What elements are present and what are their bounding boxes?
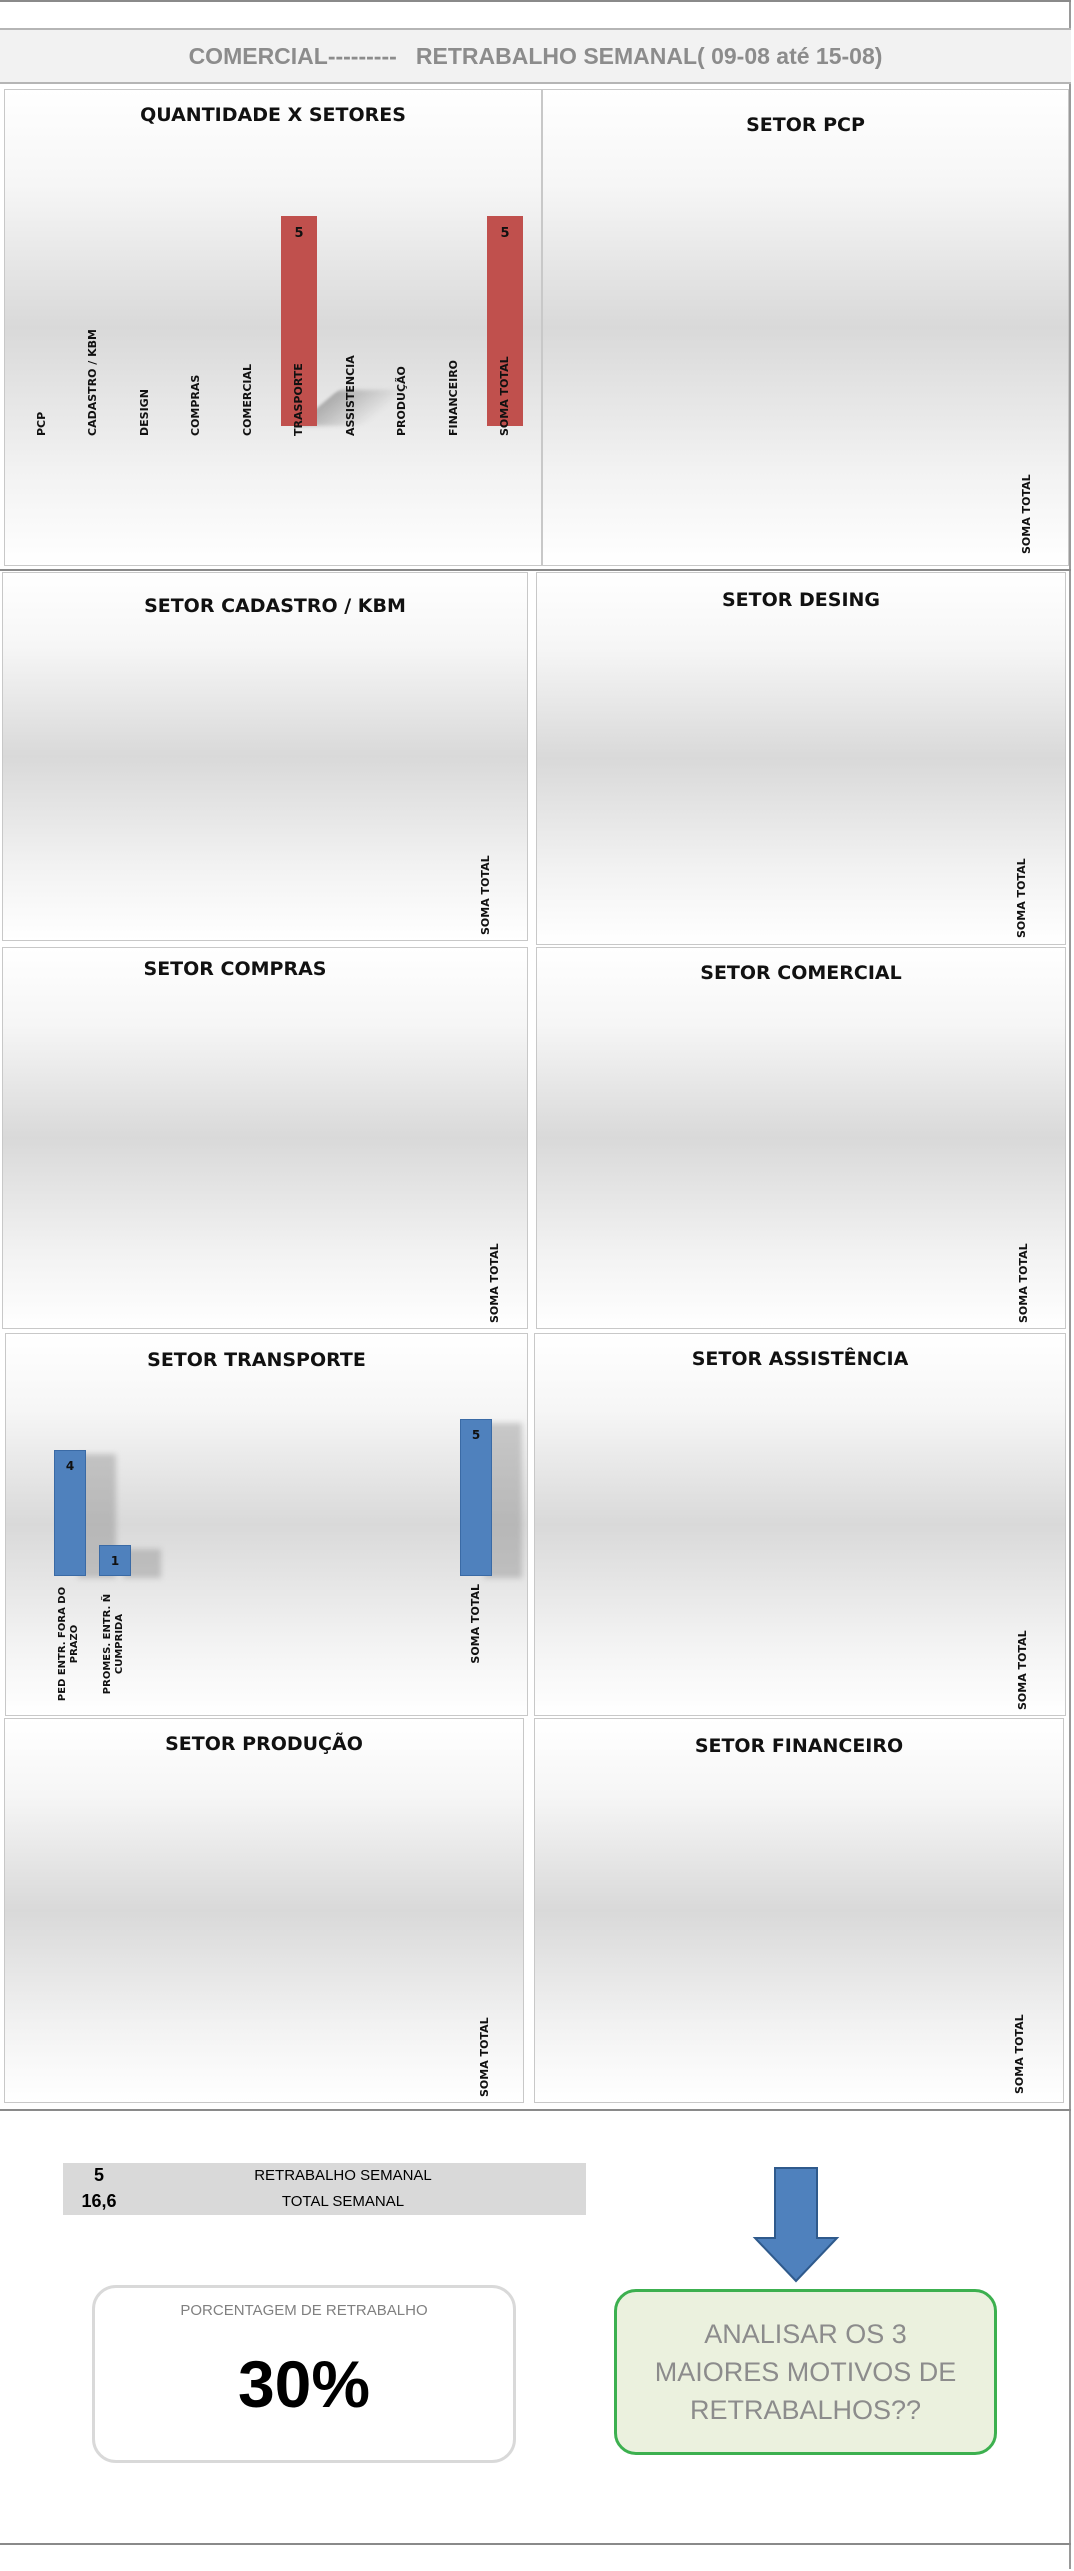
down-arrow-icon bbox=[752, 2167, 840, 2283]
chart-setor-compras: SETOR COMPRAS SOMA TOTAL bbox=[2, 947, 528, 1329]
tick-label-trasporte: TRASPORTE bbox=[292, 363, 305, 436]
summary-row-retrabalho: 5 RETRABALHO SEMANAL bbox=[63, 2163, 586, 2189]
tick-label-comercial: COMERCIAL bbox=[241, 363, 254, 436]
tick-label-soma-total: SOMA TOTAL bbox=[1013, 2014, 1026, 2094]
chart-setor-financeiro: SETOR FINANCEIRO SOMA TOTAL bbox=[534, 1718, 1064, 2103]
bar-soma-total: 5 bbox=[460, 1418, 492, 1576]
tick-label-soma-total: SOMA TOTAL bbox=[1015, 858, 1028, 938]
data-label: 5 bbox=[500, 226, 510, 241]
chart-setor-pcp: SETOR PCP SOMA TOTAL bbox=[542, 89, 1069, 566]
summary-row-total: 16,6 TOTAL SEMANAL bbox=[63, 2189, 586, 2215]
tick-label-producao: PRODUÇÃO bbox=[395, 366, 408, 436]
tick-label-soma-total: SOMA TOTAL bbox=[1016, 1630, 1029, 1710]
tick-label-soma-total: SOMA TOTAL bbox=[1020, 474, 1033, 554]
chart-quantidade-setores: QUANTIDADE X SETORES PCP CADASTRO / KBM DE… bbox=[4, 89, 542, 566]
bar-trasporte: 5 bbox=[281, 216, 317, 426]
percent-caption: PORCENTAGEM DE RETRABALHO bbox=[180, 2302, 428, 2319]
summary-value: 5 bbox=[93, 2165, 104, 2185]
tick-label-financeiro: FINANCEIRO bbox=[447, 359, 460, 436]
tick-label-ped-entr-fora-do-prazo: PED ENTR. FORA DO PRAZO bbox=[57, 1586, 80, 1702]
chart-setor-cadastro: SETOR CADASTRO / KBM SOMA TOTAL bbox=[2, 572, 528, 941]
chart-setor-desing: SETOR DESING SOMA TOTAL bbox=[536, 572, 1066, 945]
tick-label-assistencia: ASSISTENCIA bbox=[344, 355, 357, 436]
chart-setor-assistencia: SETOR ASSISTÊNCIA SOMA TOTAL bbox=[534, 1333, 1066, 1716]
summary-label: TOTAL SEMANAL bbox=[281, 2193, 405, 2210]
bar-soma-total: 5 bbox=[487, 216, 523, 426]
bar-promes-entr-n-cumprida: 1 bbox=[99, 1544, 131, 1576]
summary-value: 16,6 bbox=[81, 2191, 117, 2211]
analysis-question: ANALISAR OS 3 MAIORES MOTIVOS DE RETRABA… bbox=[654, 2319, 957, 2425]
percent-value: 30% bbox=[237, 2347, 371, 2421]
tick-label-soma-total: SOMA TOTAL bbox=[469, 1584, 482, 1664]
bar-ped-entr-fora-do-prazo: 4 bbox=[54, 1450, 86, 1576]
bottom-divider bbox=[0, 2543, 1071, 2545]
tick-label-compras: COMPRAS bbox=[189, 374, 202, 436]
chart-title: SETOR CADASTRO / KBM bbox=[144, 595, 406, 617]
report-title: COMERCIAL--------- RETRABALHO SEMANAL( 0… bbox=[188, 42, 883, 69]
chart-title: SETOR ASSISTÊNCIA bbox=[691, 1348, 909, 1370]
data-label: 4 bbox=[65, 1459, 75, 1473]
chart-setor-transporte: SETOR TRANSPORTE 4 PED ENTR. FORA DO PRAZ… bbox=[5, 1333, 528, 1716]
chart-title: SETOR COMERCIAL bbox=[700, 962, 902, 984]
tick-label-pcp: PCP bbox=[35, 411, 48, 436]
chart-title: QUANTIDADE X SETORES bbox=[140, 104, 406, 126]
tick-label-soma-total: SOMA TOTAL bbox=[479, 855, 492, 935]
section-divider bbox=[0, 2109, 1071, 2111]
tick-label-soma-total: SOMA TOTAL bbox=[498, 356, 511, 436]
tick-label-soma-total: SOMA TOTAL bbox=[478, 2017, 491, 2097]
top-border bbox=[0, 0, 1071, 2]
report-header: COMERCIAL--------- RETRABALHO SEMANAL( 0… bbox=[0, 28, 1071, 84]
analysis-question-box: ANALISAR OS 3 MAIORES MOTIVOS DE RETRABA… bbox=[614, 2289, 997, 2455]
section-divider bbox=[0, 569, 1071, 571]
chart-setor-producao: SETOR PRODUÇÃO SOMA TOTAL bbox=[4, 1718, 524, 2103]
chart-title: SETOR FINANCEIRO bbox=[694, 1735, 904, 1757]
chart-title: SETOR PCP bbox=[746, 114, 865, 136]
chart-title: SETOR PRODUÇÃO bbox=[165, 1733, 363, 1755]
tick-label-soma-total: SOMA TOTAL bbox=[488, 1243, 501, 1323]
data-label: 1 bbox=[110, 1553, 120, 1568]
summary-label: RETRABALHO SEMANAL bbox=[254, 2167, 432, 2184]
tick-label-soma-total: SOMA TOTAL bbox=[1017, 1243, 1030, 1323]
chart-title: SETOR COMPRAS bbox=[143, 958, 327, 980]
chart-setor-comercial: SETOR COMERCIAL SOMA TOTAL bbox=[536, 947, 1066, 1329]
chart-title: SETOR TRANSPORTE bbox=[147, 1349, 366, 1371]
percent-card: PORCENTAGEM DE RETRABALHO 30% bbox=[92, 2285, 516, 2463]
tick-label-promes-entr-n-cumprida: PROMES. ENTR. Ñ CUMPRIDA bbox=[102, 1593, 125, 1695]
tick-label-cadastro-kbm: CADASTRO / KBM bbox=[86, 328, 99, 436]
chart-title: SETOR DESING bbox=[721, 589, 881, 611]
data-label: 5 bbox=[294, 226, 304, 241]
data-label: 5 bbox=[471, 1427, 481, 1442]
tick-label-design: DESIGN bbox=[138, 389, 151, 436]
